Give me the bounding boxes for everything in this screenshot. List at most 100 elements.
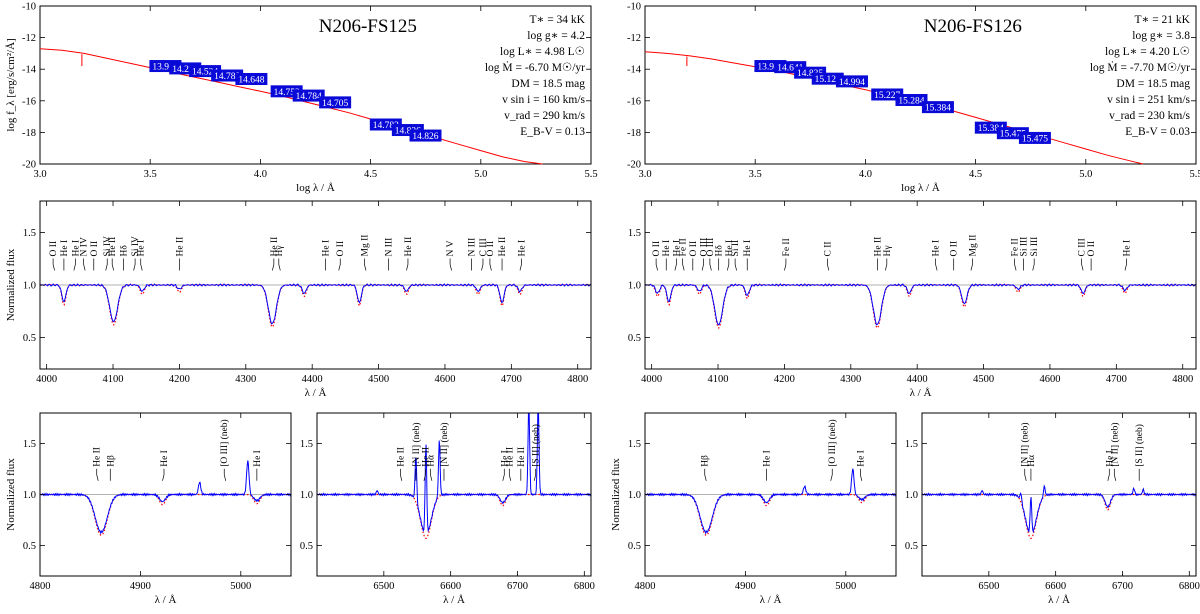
photometry-box <box>211 69 244 82</box>
line-label: He I <box>321 240 331 257</box>
line-marker <box>1024 468 1027 481</box>
x-tick-label: 4300 <box>235 374 256 385</box>
line-label: [S II] (neb) <box>531 424 542 467</box>
line-label: O II <box>486 241 496 257</box>
y-tick-label: -20 <box>627 160 641 171</box>
line-label: O II <box>652 241 662 257</box>
x-tick-label: 6500 <box>978 581 999 592</box>
x-tick-label: 4100 <box>708 374 729 385</box>
line-label: O II <box>90 241 100 257</box>
line-label: Hβ <box>701 455 711 467</box>
line-marker <box>52 258 55 271</box>
x-axis-label: λ / Å <box>910 387 932 399</box>
line-marker <box>519 258 522 271</box>
y-tick-label: 1.0 <box>23 490 36 501</box>
line-marker <box>827 258 830 271</box>
photometry-label: 13.938 <box>152 63 178 73</box>
x-tick-label: 4900 <box>130 581 151 592</box>
line-marker <box>278 258 281 271</box>
x-tick-label: 4800 <box>30 581 51 592</box>
photometry-label: 14.783 <box>373 121 399 131</box>
x-tick-label: 5000 <box>230 581 251 592</box>
stellar-parameter: log g∗ = 3.8 <box>1132 30 1190 42</box>
model-sed-line <box>644 51 1144 165</box>
line-label: He I <box>762 450 772 467</box>
photometry-box <box>811 72 844 85</box>
stellar-parameter: log L∗ = 4.98 L☉ <box>500 46 585 58</box>
x-tick-label: 4800 <box>567 374 588 385</box>
photometry-label: 14.648 <box>238 75 264 85</box>
x-tick-label: 6600 <box>1045 581 1066 592</box>
line-marker <box>364 258 367 271</box>
line-marker <box>830 468 833 481</box>
photometry-label: 13.947 <box>757 63 783 73</box>
line-marker <box>1032 258 1035 271</box>
y-tick-label: -12 <box>627 33 641 44</box>
x-tick-label: 4.0 <box>254 169 267 180</box>
sed2-chart: 3.0 3.5 4.0 4.5 5.0 5.5 -10 -12 -14 -16 -18 -20 log … <box>627 2 1200 195</box>
stellar-parameter: v_rad = 230 km/s <box>1109 110 1190 122</box>
line-label: Hα <box>1027 455 1037 467</box>
y-tick-label: -10 <box>627 2 641 13</box>
x-tick-label: 4700 <box>501 374 522 385</box>
line-label: N V <box>446 240 456 256</box>
y-tick-label: 0.5 <box>23 541 36 552</box>
stellar-parameter: log Ṁ = -7.70 M☉/yr <box>1090 60 1190 74</box>
line-marker <box>704 468 707 481</box>
stellar-parameter: v_rad = 290 km/s <box>504 110 585 122</box>
photometry-box <box>835 75 868 88</box>
line-label: Hδ <box>120 245 130 257</box>
photometry-box <box>319 96 352 109</box>
line-label: O III <box>706 238 716 257</box>
line-marker <box>338 258 341 271</box>
photometry-box <box>292 89 325 102</box>
line-marker <box>430 468 433 481</box>
stellar-parameter: log g∗ = 4.2 <box>527 30 585 42</box>
y-tick-label: -18 <box>627 128 641 139</box>
line-label: He I <box>1122 240 1132 257</box>
line-label: Hδ <box>715 245 725 257</box>
y-tick-label: -14 <box>627 65 642 76</box>
photometry-label: 14.218 <box>172 65 198 75</box>
line-label: [N II] (neb) <box>1020 422 1031 466</box>
y-tick-label: 1.0 <box>23 281 36 292</box>
line-label: [N II] (neb) <box>1109 422 1120 466</box>
line-label: He II <box>873 237 883 257</box>
line-label: He II <box>108 237 118 257</box>
x-tick-label: 4.5 <box>969 169 982 180</box>
photometry-box <box>235 72 268 85</box>
line-label: He II <box>505 447 515 467</box>
y-tick-label: 0.5 <box>23 333 36 344</box>
line-label: Hα <box>426 455 436 467</box>
x-tick-label: 4600 <box>1039 374 1060 385</box>
model-spectrum <box>645 284 1196 330</box>
line-label: He I <box>1105 450 1115 467</box>
x-tick-label: 5.5 <box>1189 169 1200 180</box>
y-tick-label: -14 <box>22 65 37 76</box>
line-marker <box>111 258 115 271</box>
line-marker <box>1107 468 1110 481</box>
line-marker <box>726 258 730 271</box>
line-label: C III <box>1078 238 1088 256</box>
line-label: O II <box>950 241 960 257</box>
x-tick-label: 4600 <box>434 374 455 385</box>
spectrum-area <box>922 484 1196 539</box>
line-label: He I <box>856 450 866 467</box>
line-label: N III <box>385 238 395 257</box>
line-label: Mg II <box>968 235 978 257</box>
line-label: He II <box>498 237 508 257</box>
y-tick-label: -20 <box>22 160 36 171</box>
x-axis-label: λ / Å <box>443 594 465 606</box>
line-marker <box>140 258 143 271</box>
x-tick-label: 4100 <box>103 374 124 385</box>
line-label: Si II <box>731 240 741 257</box>
line-marker <box>406 258 409 271</box>
hb2-chart: 4800 4900 5000 0.5 1.0 1.5 λ / Å Normalized flu… <box>610 412 897 606</box>
photometry-box <box>895 94 928 107</box>
photometry-label: 15.384 <box>978 124 1004 134</box>
photometry-label: 14.789 <box>214 72 240 82</box>
line-label: O II <box>689 241 699 257</box>
x-tick-label: 3.5 <box>749 169 762 180</box>
y-tick-label: 1.0 <box>905 490 918 501</box>
line-marker <box>682 258 685 271</box>
